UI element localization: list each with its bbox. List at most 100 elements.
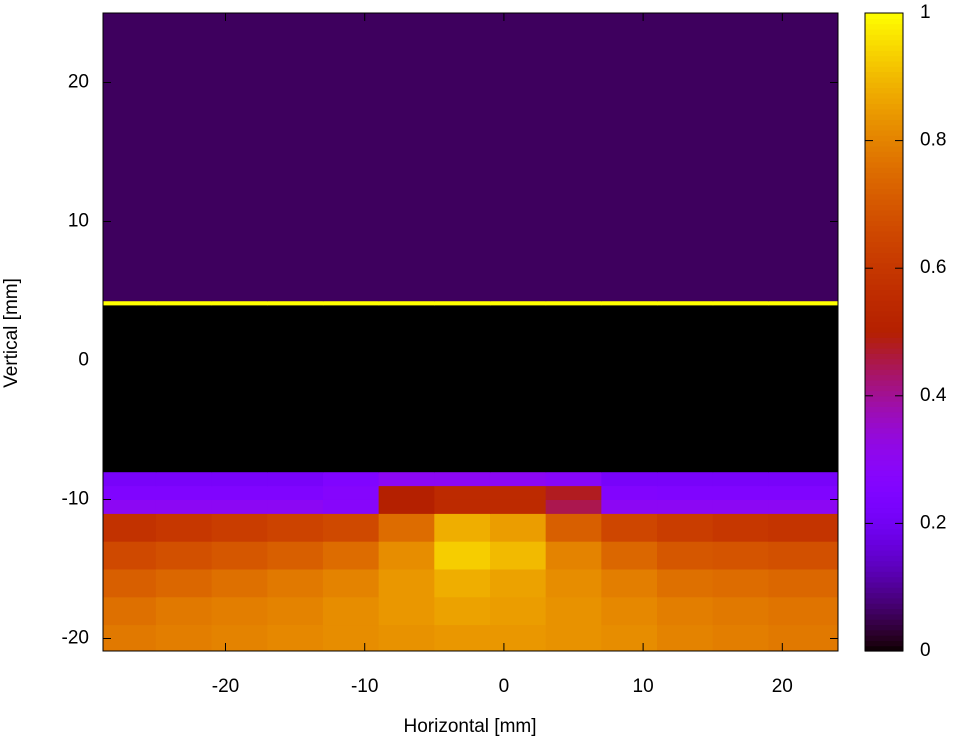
colorbar-strip [865, 640, 903, 647]
colorbar-strip [865, 395, 903, 402]
colorbar-strip [865, 459, 903, 466]
heat-cell [267, 624, 324, 652]
x-tick-label: 0 [499, 676, 510, 697]
heat-cell [768, 541, 839, 570]
heat-cell [322, 300, 380, 306]
colorbar-strip [865, 635, 903, 641]
heat-cell [211, 513, 268, 542]
heat-cell [322, 13, 380, 302]
colorbar-strip [865, 167, 903, 174]
colorbar-strip [865, 417, 903, 423]
x-tick-label: -20 [212, 676, 239, 697]
heat-cell [155, 596, 213, 626]
colorbar-strip [865, 183, 903, 190]
heat-cell [155, 513, 213, 542]
colorbar-strip [865, 326, 903, 333]
heat-cell [601, 568, 658, 598]
heat-cell [267, 568, 324, 598]
colorbar-strip [865, 544, 903, 551]
heat-cell [322, 541, 380, 570]
heat-cell [155, 304, 213, 473]
y-tick-label: 20 [68, 72, 89, 93]
heat-cell [768, 485, 839, 500]
colorbar-strip [865, 60, 903, 67]
colorbar-strip [865, 262, 903, 269]
heat-cell [434, 471, 491, 487]
x-tick-label: -10 [351, 676, 378, 697]
colorbar-strip [865, 305, 903, 312]
heat-cell [489, 300, 547, 306]
heat-cell [489, 499, 547, 514]
colorbar-strip [865, 560, 903, 567]
colorbar-strip [865, 332, 903, 338]
colorbar-strip [865, 225, 903, 232]
colorbar-strip [865, 486, 903, 493]
colorbar-strip [865, 427, 903, 434]
colorbar-strip [865, 34, 903, 41]
heat-cell [211, 568, 268, 598]
colorbar-strip [865, 188, 903, 195]
colorbar-strip [865, 496, 903, 503]
heat-cell [103, 499, 157, 514]
heat-cell [545, 304, 602, 473]
colorbar-strip [865, 204, 903, 211]
heat-cell [378, 304, 435, 473]
colorbar-strip [865, 576, 903, 583]
heat-cell [322, 499, 380, 514]
colorbar-strip [865, 76, 903, 83]
heat-cell [768, 304, 839, 473]
heat-cell [103, 624, 157, 652]
colorbar-strip [865, 539, 903, 546]
colorbar-strip [865, 252, 903, 259]
heat-cell [434, 300, 491, 306]
colorbar-strip [865, 443, 903, 450]
colorbar-strip [865, 369, 903, 376]
heat-cell [545, 471, 602, 487]
heat-cell [103, 13, 157, 302]
colorbar-strip [865, 273, 903, 280]
colorbar-strip [865, 502, 903, 509]
heat-cell [322, 471, 380, 487]
y-tick-label: -10 [62, 489, 89, 510]
colorbar-strip [865, 18, 903, 25]
heat-cell [657, 13, 714, 302]
heat-cell [712, 300, 769, 306]
heat-cell [378, 541, 435, 570]
heat-cell [657, 541, 714, 570]
colorbar-strip [865, 193, 903, 200]
colorbar-strip [865, 284, 903, 291]
heat-cell [322, 513, 380, 542]
colorbar-strip [865, 555, 903, 562]
heat-cell [657, 499, 714, 514]
colorbar-strip [865, 246, 903, 253]
colorbar-strip [865, 379, 903, 386]
colorbar-strip [865, 114, 903, 120]
heat-cell [768, 300, 839, 306]
heat-cell [103, 304, 157, 473]
heat-cell [545, 624, 602, 652]
heat-cell [155, 13, 213, 302]
heat-cell [601, 624, 658, 652]
heat-cell [545, 485, 602, 500]
heat-cell [712, 624, 769, 652]
heat-cell [267, 471, 324, 487]
colorbar-strip [865, 470, 903, 477]
x-axis-label: Horizontal [mm] [403, 716, 536, 737]
colorbar-strip [865, 549, 903, 556]
heat-cell [434, 304, 491, 473]
heat-cell [103, 513, 157, 542]
colorbar-strip [865, 592, 903, 599]
heat-cell [267, 541, 324, 570]
heat-cell [712, 485, 769, 500]
heat-cell [378, 471, 435, 487]
heat-cell [434, 541, 491, 570]
heat-cell [155, 471, 213, 487]
colorbar-strip [865, 241, 903, 248]
colorbar-strip [865, 353, 903, 360]
heat-cell [434, 513, 491, 542]
heat-cell [545, 596, 602, 626]
heat-cell [657, 568, 714, 598]
colorbar-strip [865, 342, 903, 349]
heat-cell [378, 568, 435, 598]
